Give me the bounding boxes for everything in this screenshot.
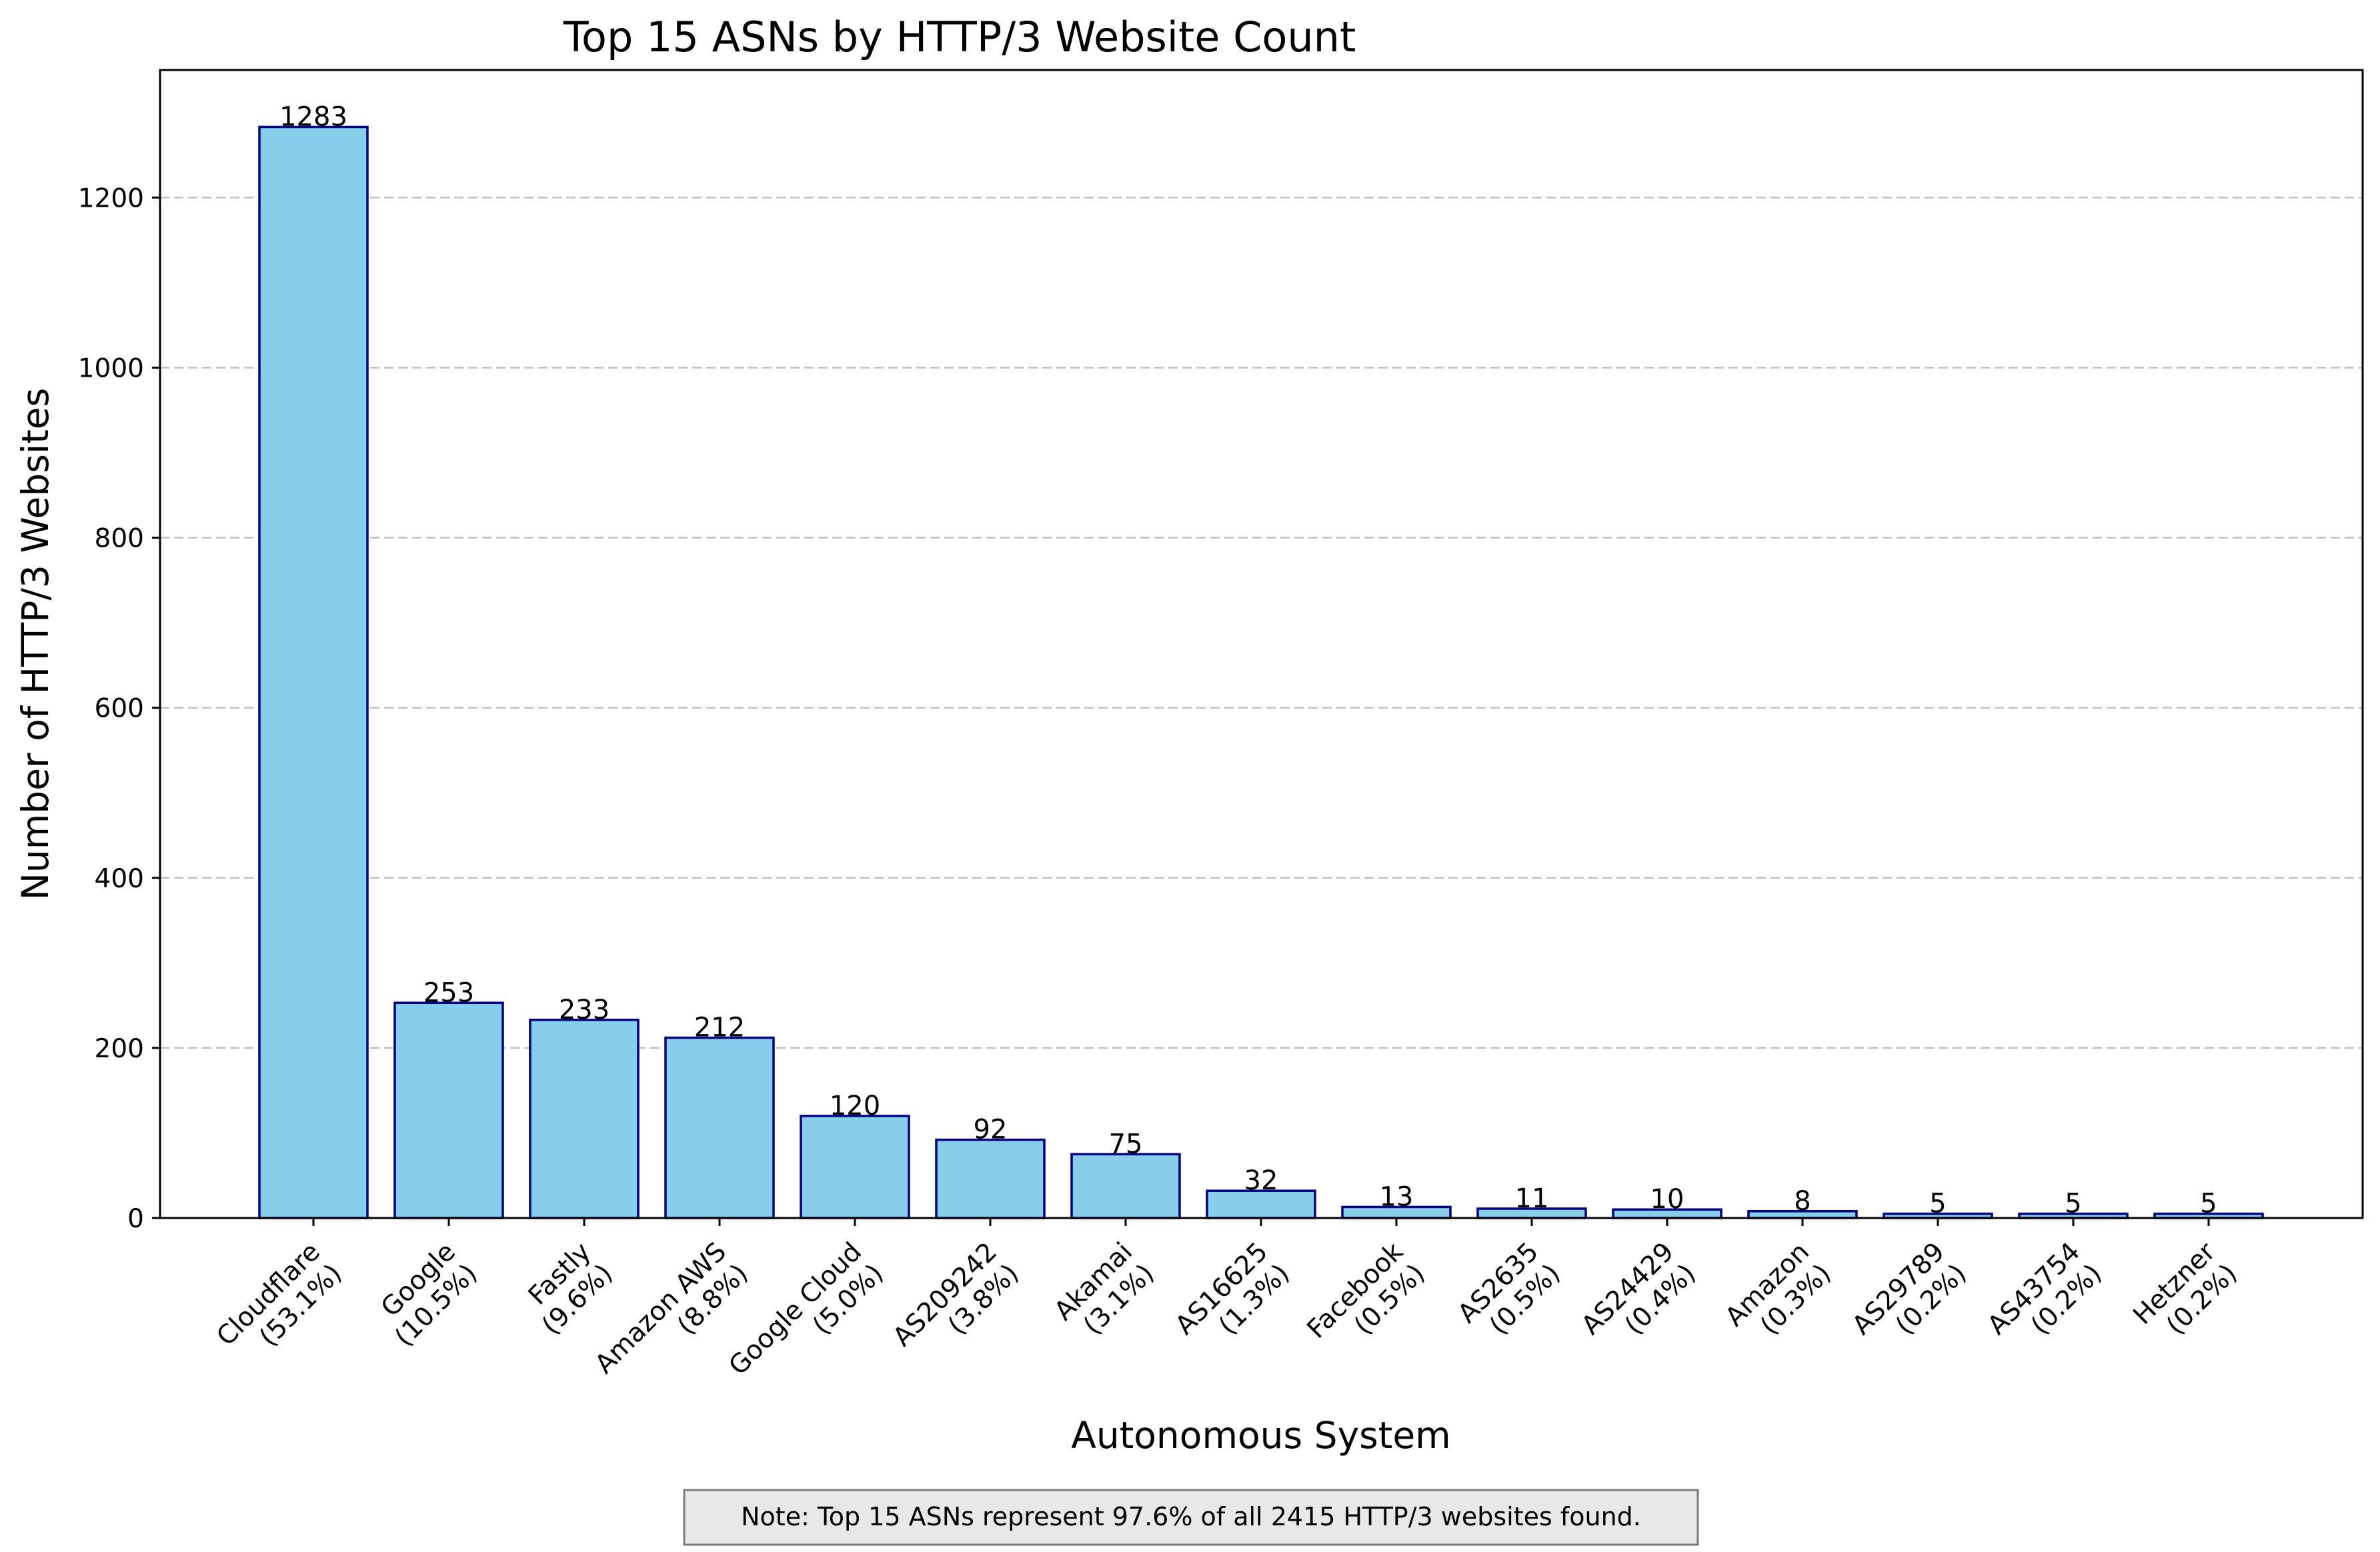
grid-layer — [160, 197, 2363, 1049]
x-tick-label: Cloudflare(53.1%) — [211, 1237, 348, 1373]
data-labels: 1283 253 233 212 120 92 75 32 13 11 10 8 5 5 5 — [279, 101, 2217, 1219]
y-axis-ticks: 0 200 400 600 800 1000 1200 — [78, 183, 160, 1234]
x-tick-label: Facebook(0.5%) — [1302, 1237, 1431, 1366]
bar — [1070, 1153, 1181, 1219]
bar-value-label: 13 — [1380, 1181, 1414, 1212]
bar-value-label: 10 — [1650, 1184, 1684, 1215]
bar — [529, 1019, 640, 1219]
bar-value-label: 212 — [694, 1013, 745, 1043]
x-tick-label: Google Cloud(5.0%) — [723, 1237, 889, 1403]
bar — [935, 1138, 1046, 1219]
x-tick-label: Hetzner(0.2%) — [2127, 1237, 2243, 1353]
x-tick-label: AS29789(0.2%) — [1847, 1237, 1972, 1362]
bar — [393, 1001, 504, 1219]
y-tick-label: 400 — [95, 864, 144, 894]
bar-value-label: 5 — [2065, 1189, 2081, 1219]
y-tick-label: 1000 — [78, 353, 144, 383]
bar-value-label: 1283 — [279, 101, 347, 132]
x-tick-label: Fastly(9.6%) — [515, 1237, 619, 1341]
x-axis-label: Autonomous System — [1071, 1414, 1451, 1457]
y-tick-label: 600 — [95, 694, 144, 724]
bar-value-label: 5 — [1929, 1189, 1946, 1219]
bar-value-label: 92 — [974, 1115, 1008, 1145]
bars-layer — [258, 125, 2264, 1219]
x-tick-label: Amazon AWS(8.8%) — [589, 1237, 754, 1401]
x-tick-label: AS209242(3.8%) — [888, 1237, 1025, 1374]
bar-value-label: 32 — [1244, 1165, 1278, 1196]
x-tick-label: Amazon(0.3%) — [1720, 1237, 1837, 1354]
x-tick-label: Akamai(3.1%) — [1049, 1237, 1160, 1348]
y-tick-label: 0 — [127, 1204, 144, 1234]
bar-value-label: 233 — [559, 995, 610, 1025]
y-tick-label: 200 — [95, 1034, 144, 1064]
bar — [258, 125, 369, 1219]
bar-value-label: 253 — [423, 977, 474, 1008]
bar-value-label: 11 — [1515, 1183, 1549, 1214]
x-tick-label: AS24429(0.4%) — [1576, 1237, 1701, 1362]
chart-title: Top 15 ASNs by HTTP/3 Website Count — [563, 13, 1356, 61]
x-tick-label: AS43754(0.2%) — [1982, 1237, 2107, 1362]
bar — [664, 1036, 775, 1219]
y-tick-label: 1200 — [78, 183, 144, 213]
y-tick-label: 800 — [95, 524, 144, 554]
bar-value-label: 5 — [2200, 1189, 2217, 1219]
bar-value-label: 75 — [1109, 1129, 1143, 1159]
x-tick-label: AS2635(0.5%) — [1452, 1237, 1566, 1351]
note-box — [683, 1489, 1699, 1546]
note-text: Note: Top 15 ASNs represent 97.6% of all… — [741, 1502, 1641, 1531]
x-tick-label: AS16625(1.3%) — [1170, 1237, 1295, 1362]
y-axis-label: Number of HTTP/3 Websites — [14, 388, 57, 901]
bar-value-label: 8 — [1794, 1186, 1811, 1217]
x-tick-label: Google(10.5%) — [367, 1237, 483, 1352]
bar-value-label: 120 — [830, 1091, 880, 1121]
x-axis-ticks: Cloudflare(53.1%) Google(10.5%) Fastly(9.6… — [211, 1218, 2243, 1403]
bar — [800, 1115, 910, 1219]
